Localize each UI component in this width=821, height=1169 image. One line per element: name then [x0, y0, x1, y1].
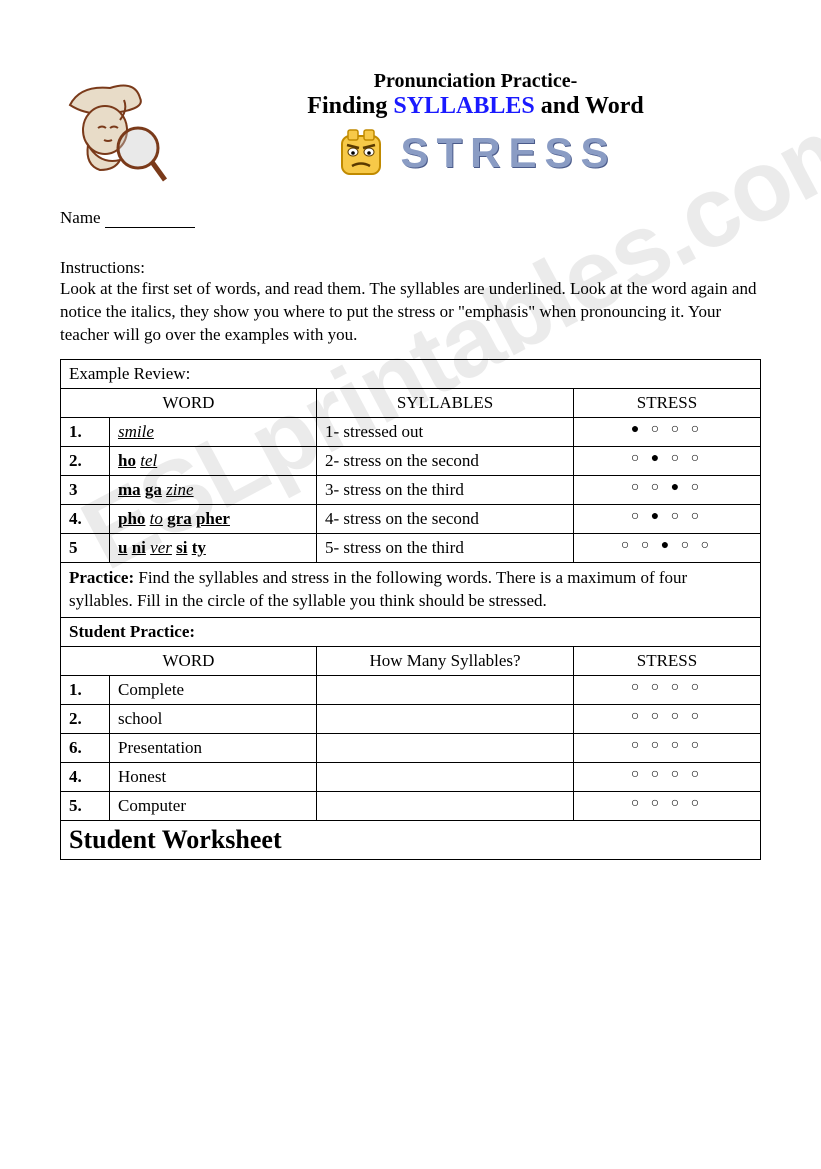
stress-circles: ○ ○ ● ○ ○	[574, 533, 761, 562]
table-row: 1.Complete ○ ○ ○ ○	[61, 675, 761, 704]
title-line2: Finding SYLLABLES and Word	[190, 93, 761, 120]
student-col-syllables: How Many Syllables?	[317, 646, 574, 675]
header-block: Pronunciation Practice- Finding SYLLABLE…	[60, 70, 761, 190]
row-number: 2.	[61, 704, 110, 733]
student-syllable-blank[interactable]	[317, 791, 574, 820]
row-number: 5	[61, 533, 110, 562]
example-word: ma ga zine	[110, 475, 317, 504]
row-number: 4.	[61, 762, 110, 791]
student-section-title: Student Practice:	[61, 617, 761, 646]
row-number: 3	[61, 475, 110, 504]
example-syllable-desc: 3- stress on the third	[317, 475, 574, 504]
example-word: ho tel	[110, 446, 317, 475]
student-word: Presentation	[110, 733, 317, 762]
table-row: 6.Presentation ○ ○ ○ ○	[61, 733, 761, 762]
name-line: Name	[60, 208, 761, 228]
student-syllable-blank[interactable]	[317, 762, 574, 791]
table-row: 4.pho to gra pher4- stress on the second…	[61, 504, 761, 533]
instructions-label: Instructions:	[60, 258, 761, 278]
student-word: school	[110, 704, 317, 733]
stress-circles: ○ ● ○ ○	[574, 504, 761, 533]
stress-circles: ● ○ ○ ○	[574, 417, 761, 446]
title-post: and Word	[535, 93, 644, 119]
example-syllable-desc: 5- stress on the third	[317, 533, 574, 562]
table-row: 1.smile1- stressed out● ○ ○ ○	[61, 417, 761, 446]
practice-text: Find the syllables and stress in the fol…	[69, 568, 687, 610]
student-syllable-blank[interactable]	[317, 733, 574, 762]
student-syllable-blank[interactable]	[317, 704, 574, 733]
table-row: 2.ho tel2- stress on the second○ ● ○ ○	[61, 446, 761, 475]
example-syllable-desc: 4- stress on the second	[317, 504, 574, 533]
row-number: 6.	[61, 733, 110, 762]
example-word: pho to gra pher	[110, 504, 317, 533]
grumpy-emoji-icon	[334, 126, 388, 180]
row-number: 2.	[61, 446, 110, 475]
student-word: Honest	[110, 762, 317, 791]
example-word: smile	[110, 417, 317, 446]
student-syllable-blank[interactable]	[317, 675, 574, 704]
row-number: 4.	[61, 504, 110, 533]
instructions-body: Look at the first set of words, and read…	[60, 278, 761, 347]
student-word: Computer	[110, 791, 317, 820]
example-syllable-desc: 2- stress on the second	[317, 446, 574, 475]
example-col-word: WORD	[61, 388, 317, 417]
stress-circles[interactable]: ○ ○ ○ ○	[574, 762, 761, 791]
row-number: 1.	[61, 675, 110, 704]
stress-row: STRESS	[190, 126, 761, 180]
stress-circles[interactable]: ○ ○ ○ ○	[574, 791, 761, 820]
student-col-stress: STRESS	[574, 646, 761, 675]
title-line1: Pronunciation Practice-	[190, 70, 761, 93]
stress-circles: ○ ● ○ ○	[574, 446, 761, 475]
worksheet-table: Example Review: WORD SYLLABLES STRESS 1.…	[60, 359, 761, 860]
table-row: 4.Honest ○ ○ ○ ○	[61, 762, 761, 791]
stress-circles: ○ ○ ● ○	[574, 475, 761, 504]
example-section-title: Example Review:	[61, 359, 761, 388]
example-col-stress: STRESS	[574, 388, 761, 417]
practice-note: Practice: Find the syllables and stress …	[61, 562, 761, 617]
student-col-word: WORD	[61, 646, 317, 675]
stress-word: STRESS	[400, 129, 616, 177]
example-word: u ni ver si ty	[110, 533, 317, 562]
example-col-syllables: SYLLABLES	[317, 388, 574, 417]
title-pre: Finding	[307, 93, 393, 119]
row-number: 1.	[61, 417, 110, 446]
table-row: 2.school ○ ○ ○ ○	[61, 704, 761, 733]
footer-title: Student Worksheet	[61, 820, 761, 859]
stress-circles[interactable]: ○ ○ ○ ○	[574, 704, 761, 733]
table-row: 5.Computer ○ ○ ○ ○	[61, 791, 761, 820]
name-label: Name	[60, 208, 101, 227]
stress-circles[interactable]: ○ ○ ○ ○	[574, 675, 761, 704]
student-word: Complete	[110, 675, 317, 704]
name-blank[interactable]	[105, 227, 195, 228]
detective-icon	[60, 70, 170, 190]
row-number: 5.	[61, 791, 110, 820]
table-row: 5u ni ver si ty5- stress on the third○ ○…	[61, 533, 761, 562]
practice-bold: Practice:	[69, 568, 134, 587]
example-syllable-desc: 1- stressed out	[317, 417, 574, 446]
stress-circles[interactable]: ○ ○ ○ ○	[574, 733, 761, 762]
title-block: Pronunciation Practice- Finding SYLLABLE…	[190, 70, 761, 180]
title-syllables: SYLLABLES	[393, 93, 534, 119]
table-row: 3ma ga zine3- stress on the third○ ○ ● ○	[61, 475, 761, 504]
